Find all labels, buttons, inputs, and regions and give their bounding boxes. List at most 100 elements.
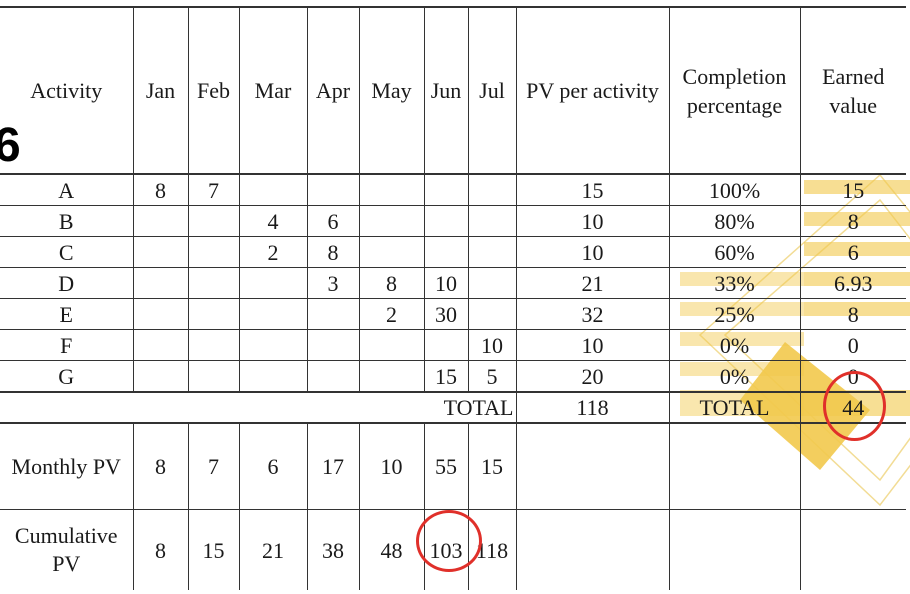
activity-cell: F bbox=[0, 329, 134, 361]
earned-value-cell: 6.93 bbox=[799, 267, 906, 299]
month-pv-cell: 10 bbox=[423, 267, 469, 299]
completion-cell: 0% bbox=[668, 360, 801, 393]
activity-cell: B bbox=[0, 205, 134, 237]
month-pv-cell bbox=[467, 236, 517, 268]
cumulative-pv-cell: 15 bbox=[187, 509, 240, 590]
earned-value-cell: 6 bbox=[799, 236, 906, 268]
month-pv-cell bbox=[238, 329, 308, 361]
month-pv-cell bbox=[306, 329, 360, 361]
empty-cell bbox=[515, 423, 670, 510]
total-row: TOTAL 118 TOTAL 44 bbox=[0, 391, 906, 424]
total-earned-value-highlight-circle bbox=[823, 371, 886, 441]
corner-mark: 6 bbox=[0, 119, 21, 172]
month-pv-cell bbox=[467, 267, 517, 299]
month-pv-cell: 15 bbox=[423, 360, 469, 393]
completion-cell: 25% bbox=[668, 298, 801, 330]
month-pv-cell bbox=[238, 174, 308, 206]
header-month-jul: Jul bbox=[467, 6, 517, 175]
month-pv-cell bbox=[238, 267, 308, 299]
month-pv-cell: 5 bbox=[467, 360, 517, 393]
cumulative-pv-row: Cumulative PV 8 15 21 38 48 103 118 bbox=[0, 509, 906, 590]
table-row: E 2 30 32 25% 8 bbox=[0, 298, 906, 330]
cumulative-pv-jun-highlight-circle bbox=[416, 510, 482, 572]
pv-per-activity-cell: 10 bbox=[515, 329, 670, 361]
month-pv-cell bbox=[238, 360, 308, 393]
empty-cell bbox=[799, 509, 906, 590]
monthly-pv-cell: 10 bbox=[358, 423, 425, 510]
month-pv-cell bbox=[358, 329, 425, 361]
month-pv-cell bbox=[187, 267, 240, 299]
pv-per-activity-cell: 21 bbox=[515, 267, 670, 299]
month-pv-cell: 2 bbox=[358, 298, 425, 330]
cumulative-pv-cell: 21 bbox=[238, 509, 308, 590]
month-pv-cell: 10 bbox=[467, 329, 517, 361]
pv-per-activity-cell: 32 bbox=[515, 298, 670, 330]
cumulative-pv-label: Cumulative PV bbox=[0, 509, 134, 590]
empty-cell bbox=[668, 509, 801, 590]
month-pv-cell bbox=[187, 236, 240, 268]
earned-value-cell: 8 bbox=[799, 298, 906, 330]
total-label: TOTAL bbox=[0, 391, 516, 424]
completion-cell: 60% bbox=[668, 236, 801, 268]
month-pv-cell: 3 bbox=[306, 267, 360, 299]
table-row: G 15 5 20 0% 0 bbox=[0, 360, 906, 393]
cumulative-pv-cell: 48 bbox=[358, 509, 425, 590]
monthly-pv-cell: 55 bbox=[423, 423, 469, 510]
month-pv-cell bbox=[132, 236, 189, 268]
earned-value-cell: 0 bbox=[799, 329, 906, 361]
table-row: D 3 8 10 21 33% 6.93 bbox=[0, 267, 906, 299]
completion-cell: 100% bbox=[668, 174, 801, 206]
month-pv-cell: 8 bbox=[132, 174, 189, 206]
total-completion-label: TOTAL bbox=[668, 391, 801, 424]
header-month-jan: Jan bbox=[132, 6, 189, 175]
month-pv-cell bbox=[132, 205, 189, 237]
month-pv-cell: 6 bbox=[306, 205, 360, 237]
month-pv-cell bbox=[358, 174, 425, 206]
completion-cell: 33% bbox=[668, 267, 801, 299]
month-pv-cell bbox=[132, 298, 189, 330]
month-pv-cell bbox=[132, 329, 189, 361]
empty-cell bbox=[668, 423, 801, 510]
completion-cell: 80% bbox=[668, 205, 801, 237]
earned-value-cell: 15 bbox=[799, 174, 906, 206]
empty-cell bbox=[515, 509, 670, 590]
month-pv-cell: 4 bbox=[238, 205, 308, 237]
month-pv-cell: 7 bbox=[187, 174, 240, 206]
header-activity: Activity bbox=[0, 6, 134, 175]
month-pv-cell bbox=[467, 298, 517, 330]
pv-per-activity-cell: 20 bbox=[515, 360, 670, 393]
month-pv-cell bbox=[358, 205, 425, 237]
activity-cell: C bbox=[0, 236, 134, 268]
activity-cell: A bbox=[0, 174, 134, 206]
month-pv-cell: 8 bbox=[358, 267, 425, 299]
completion-cell: 0% bbox=[668, 329, 801, 361]
monthly-pv-cell: 15 bbox=[467, 423, 517, 510]
month-pv-cell bbox=[238, 298, 308, 330]
header-row: Activity Jan Feb Mar Apr May Jun Jul PV per acti… bbox=[0, 6, 906, 175]
cumulative-pv-cell: 8 bbox=[132, 509, 189, 590]
pv-per-activity-cell: 10 bbox=[515, 236, 670, 268]
month-pv-cell bbox=[187, 205, 240, 237]
monthly-pv-cell: 6 bbox=[238, 423, 308, 510]
month-pv-cell bbox=[467, 174, 517, 206]
header-earned-value: Earned value bbox=[799, 6, 906, 175]
header-month-may: May bbox=[358, 6, 425, 175]
table-row: B 4 6 10 80% 8 bbox=[0, 205, 906, 237]
pv-per-activity-cell: 10 bbox=[515, 205, 670, 237]
header-completion: Completion percentage bbox=[668, 6, 801, 175]
monthly-pv-cell: 17 bbox=[306, 423, 360, 510]
header-month-jun: Jun bbox=[423, 6, 469, 175]
header-month-feb: Feb bbox=[187, 6, 240, 175]
pv-per-activity-cell: 15 bbox=[515, 174, 670, 206]
activity-cell: G bbox=[0, 360, 134, 393]
month-pv-cell bbox=[187, 298, 240, 330]
activity-cell: D bbox=[0, 267, 134, 299]
table-row: F 10 10 0% 0 bbox=[0, 329, 906, 361]
month-pv-cell bbox=[358, 236, 425, 268]
monthly-pv-cell: 8 bbox=[132, 423, 189, 510]
month-pv-cell bbox=[423, 174, 469, 206]
month-pv-cell: 2 bbox=[238, 236, 308, 268]
monthly-pv-label: Monthly PV bbox=[0, 423, 134, 510]
monthly-pv-cell: 7 bbox=[187, 423, 240, 510]
header-month-apr: Apr bbox=[306, 6, 360, 175]
